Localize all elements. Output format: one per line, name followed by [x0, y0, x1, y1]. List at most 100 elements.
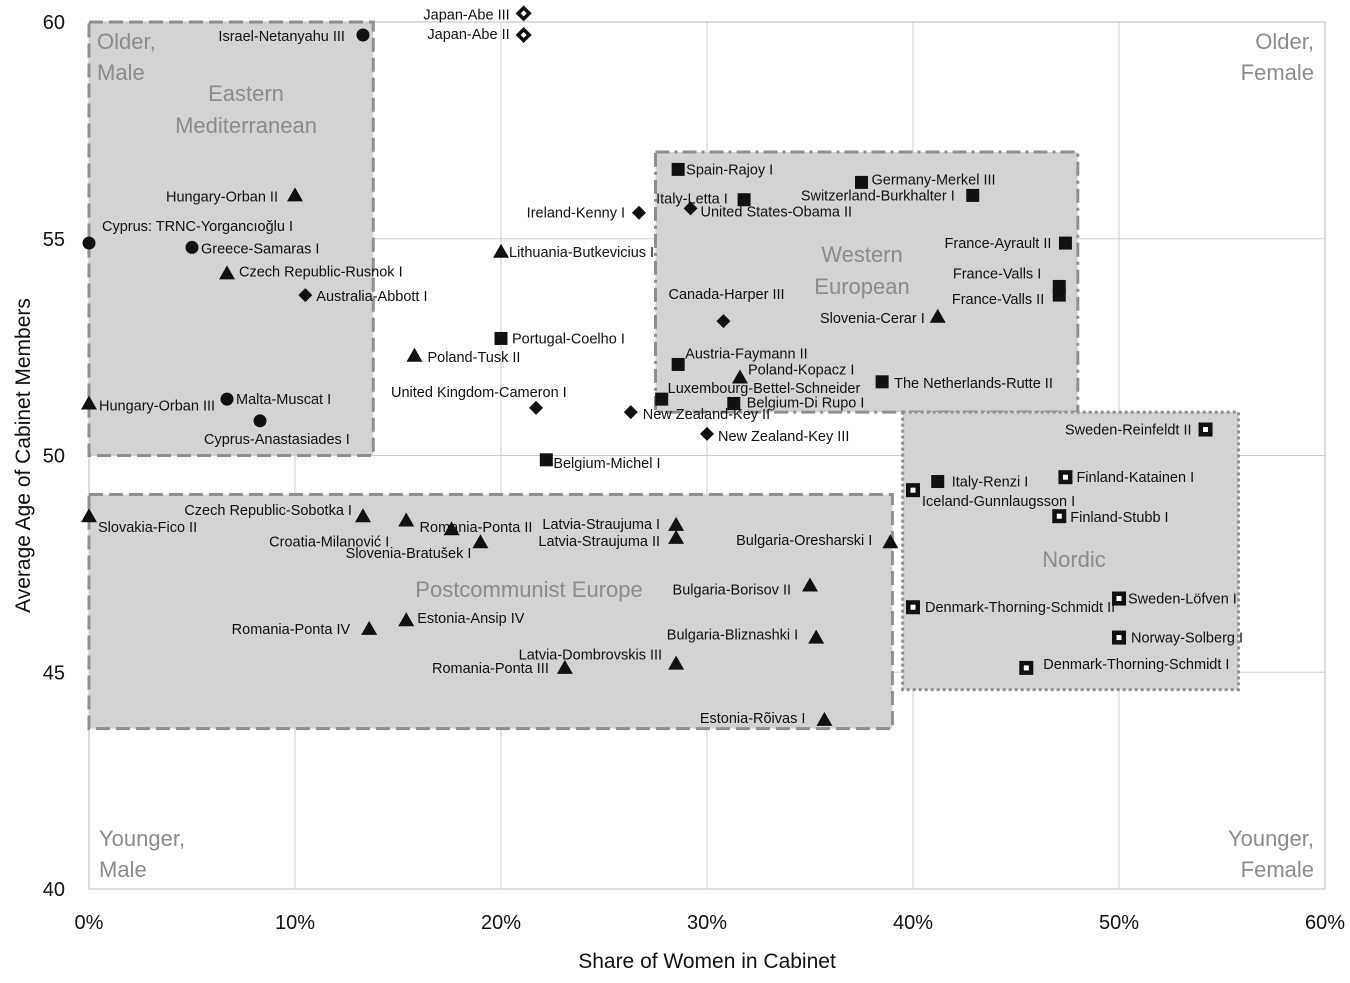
y-tick-label: 45 — [43, 662, 65, 684]
triangle-marker — [472, 534, 489, 549]
point-labels: Israel-Netanyahu III Cyprus: TRNC-Yorganc… — [98, 7, 1243, 727]
corner-label: Older, — [1255, 29, 1314, 54]
circle-marker — [253, 414, 267, 428]
point-label: Canada-Harper III — [668, 287, 784, 303]
triangle-marker — [361, 620, 378, 635]
x-tick-label: 60% — [1305, 912, 1345, 934]
open-square-marker-center — [1062, 474, 1068, 480]
region-label: Western — [821, 242, 903, 267]
diamond-marker — [298, 288, 313, 303]
point-label: Norway-Solberg I — [1131, 631, 1243, 647]
open-square-marker-center — [1116, 635, 1122, 641]
x-tick-label: 40% — [893, 912, 933, 934]
point-label: Slovenia-Bratušek I — [346, 546, 472, 562]
diamond-marker — [683, 201, 698, 216]
square-marker — [727, 396, 741, 410]
triangle-marker — [556, 659, 573, 674]
diamond-marker — [716, 314, 731, 329]
square-marker — [671, 162, 685, 176]
square-marker — [1058, 236, 1072, 250]
point-label: Italy-Letta I — [656, 192, 728, 208]
triangle-marker — [668, 529, 685, 544]
x-tick-label: 20% — [481, 912, 521, 934]
square-marker — [966, 188, 980, 202]
point-label: New Zealand-Key II — [643, 407, 770, 423]
triangle-marker — [219, 265, 236, 280]
point-label: Romania-Ponta III — [432, 661, 549, 677]
point-label: Bulgaria-Borisov II — [673, 583, 791, 599]
triangle-marker — [354, 508, 371, 523]
axes: 0% 10% 20% 30% 40% 50% 60% 40 45 50 55 60 — [43, 12, 1345, 934]
triangle-marker — [443, 521, 460, 536]
point-label: Luxembourg-Bettel-Schneider — [668, 381, 861, 397]
open-square-marker-center — [1116, 596, 1122, 602]
x-axis-title: Share of Women in Cabinet — [578, 950, 836, 973]
point-label: Czech Republic-Rusnok I — [239, 264, 403, 280]
square-marker — [855, 175, 868, 189]
triangle-marker — [81, 395, 97, 410]
circle-marker — [356, 28, 370, 42]
point-label: Switzerland-Burkhalter I — [801, 188, 955, 204]
region-label: Nordic — [1042, 547, 1106, 572]
diamond-marker — [529, 400, 544, 415]
y-tick-label: 60 — [43, 12, 65, 34]
point-label: Hungary-Orban II — [166, 189, 278, 205]
triangle-marker — [802, 577, 818, 592]
open-square-marker-center — [910, 604, 916, 610]
point-label: France-Valls I — [953, 266, 1041, 282]
triangle-marker — [493, 243, 509, 258]
point-label: Spain-Rajoy I — [686, 162, 773, 178]
region-label: Eastern — [208, 81, 284, 106]
y-tick-label: 50 — [43, 446, 65, 468]
point-label: Poland-Tusk II — [427, 350, 520, 366]
square-marker — [1052, 288, 1066, 302]
triangle-marker — [398, 512, 415, 527]
point-label: The Netherlands-Rutte II — [894, 376, 1053, 392]
point-label: Poland-Kopacz I — [748, 362, 854, 378]
point-label: Latvia-Straujuma I — [542, 517, 660, 533]
square-marker — [671, 357, 685, 371]
corner-labels: Older, Male Older, Female Younger, Male Younge… — [97, 29, 1314, 882]
point-label: Cyprus-Anastasiades I — [204, 432, 350, 448]
region-label: Postcommunist Europe — [415, 577, 642, 602]
point-label: Romania-Ponta II — [420, 520, 533, 536]
point-label: Ireland-Kenny I — [527, 206, 625, 222]
point-label: France-Valls II — [952, 292, 1044, 308]
point-label: Austria-Faymann II — [685, 346, 808, 362]
diamond-marker-center — [520, 32, 527, 39]
triangle-marker — [287, 187, 303, 202]
point-label: Estonia-Rõivas I — [700, 711, 806, 727]
square-marker — [931, 475, 945, 489]
square-marker — [655, 392, 669, 406]
triangle-marker — [808, 629, 825, 644]
point-label: Germany-Merkel III — [872, 172, 996, 188]
triangle-marker — [816, 711, 833, 726]
x-tick-label: 10% — [275, 912, 315, 934]
corner-label: Female — [1241, 60, 1314, 85]
square-marker — [539, 453, 553, 467]
x-tick-label: 50% — [1099, 912, 1139, 934]
region-box — [87, 493, 894, 731]
point-label: Portugal-Coelho I — [512, 331, 625, 347]
open-square-marker-center — [1023, 665, 1029, 671]
x-tick-label: 0% — [75, 912, 104, 934]
point-label: Slovenia-Cerar I — [820, 311, 925, 327]
point-label: Denmark-Thorning-Schmidt I — [1043, 657, 1229, 673]
open-square-marker-center — [1056, 513, 1062, 519]
point-label: Czech Republic-Sobotka I — [184, 503, 352, 519]
point-label: Iceland-Gunnlaugsson I — [922, 494, 1075, 510]
square-marker — [737, 193, 751, 207]
open-square-marker-center — [910, 487, 916, 493]
point-label: Australia-Abbott I — [316, 289, 427, 305]
y-tick-label: 55 — [43, 229, 65, 251]
point-label: Greece-Samaras I — [201, 241, 319, 257]
point-label: Israel-Netanyahu III — [218, 29, 345, 45]
y-axis-title: Average Age of Cabinet Members — [12, 298, 35, 613]
circle-marker — [82, 236, 96, 250]
region-box — [654, 150, 1080, 414]
point-label: Cyprus: TRNC-Yorgancıoğlu I — [102, 219, 293, 235]
point-label: Belgium-Di Rupo I — [747, 395, 865, 411]
point-label: Finland-Katainen I — [1076, 470, 1194, 486]
triangle-marker — [668, 655, 685, 670]
triangle-marker — [882, 534, 899, 549]
